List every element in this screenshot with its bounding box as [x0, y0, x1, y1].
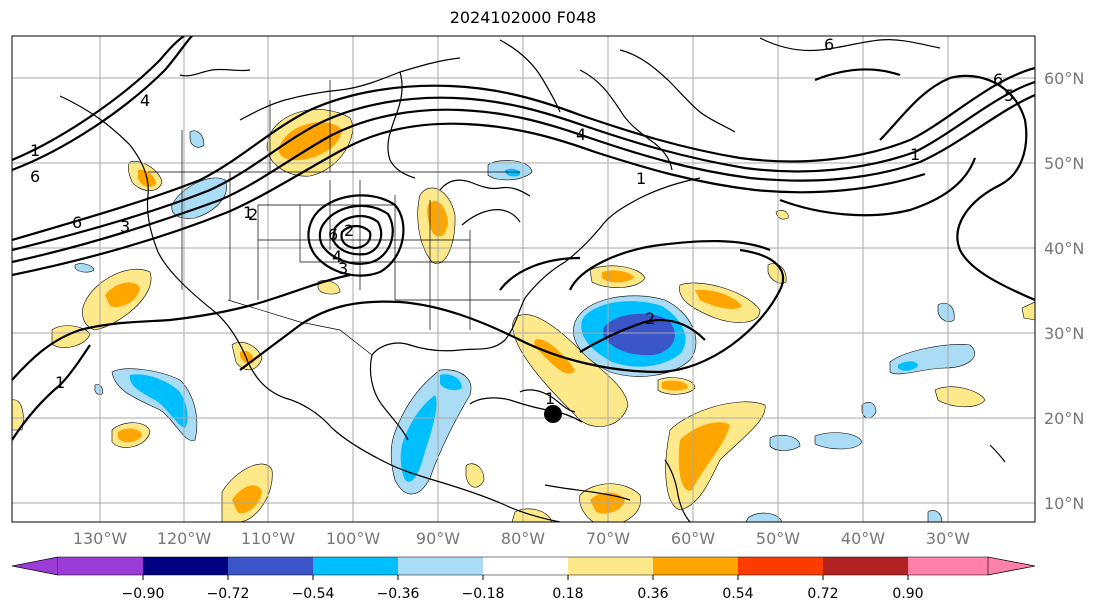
lon-label: 90°W [416, 529, 460, 548]
contour-label: 1 [30, 141, 40, 160]
latitude-labels: 60°N 50°N 40°N 30°N 20°N 10°N [1044, 69, 1084, 513]
lon-label: 60°W [671, 529, 715, 548]
colorbar-tick: 0.54 [722, 586, 753, 602]
contour-label: 1 [636, 169, 646, 188]
colorbar-tick-labels: −0.90 −0.72 −0.54 −0.36 −0.18 0.18 0.36 … [122, 586, 924, 602]
lat-label: 10°N [1044, 494, 1084, 513]
coastlines [59, 37, 1006, 522]
lat-label: 40°N [1044, 239, 1084, 258]
contour-label: 6 [328, 225, 338, 244]
storm-center-marker [544, 405, 562, 423]
colorbar-extend-high [987, 556, 1036, 576]
contour-label: 2 [645, 309, 655, 328]
contour-label: 3 [120, 217, 130, 236]
lon-label: 70°W [586, 529, 630, 548]
lon-label: 80°W [501, 529, 545, 548]
colorbar-tick: −0.18 [462, 586, 505, 602]
contour-label: 3 [338, 259, 348, 278]
negative-anomaly-shading [74, 130, 975, 522]
contour-labels: 1 6 4 3 2 6 1 6 4 1 6 5 1 6 4 3 2 1 2 1 [30, 35, 1014, 408]
lat-label: 20°N [1044, 409, 1084, 428]
lon-label: 130°W [73, 529, 128, 548]
contour-label: 4 [576, 125, 586, 144]
lat-label: 50°N [1044, 154, 1084, 173]
lon-label: 30°W [926, 529, 970, 548]
colorbar-tick: 0.72 [807, 586, 838, 602]
contour-label: 1 [910, 145, 920, 164]
contour-label: 1 [545, 389, 555, 408]
contour-label: 1 [55, 373, 65, 392]
colorbar-tick: 0.36 [637, 586, 668, 602]
contour-label: 4 [140, 91, 150, 110]
contour-label: 6 [824, 35, 834, 54]
lon-label: 40°W [841, 529, 885, 548]
map-title: 2024102000 F048 [449, 8, 597, 27]
lon-label: 120°W [157, 529, 212, 548]
colorbar-tick: 0.18 [552, 586, 583, 602]
contour-label: 4 [332, 247, 342, 266]
lat-label: 60°N [1044, 69, 1084, 88]
lon-label: 100°W [326, 529, 381, 548]
colorbar-tick: −0.36 [377, 586, 420, 602]
political-borders [148, 80, 520, 356]
colorbar-tick: −0.72 [207, 586, 250, 602]
colorbar-tick: −0.90 [122, 586, 165, 602]
lat-lon-grid [12, 36, 1035, 522]
lon-label: 50°W [756, 529, 800, 548]
longitude-labels: 130°W 120°W 110°W 100°W 90°W 80°W 70°W 6… [73, 529, 970, 548]
contour-lines [12, 36, 1035, 441]
colorbar-tick: −0.54 [292, 586, 335, 602]
contour-label: 6 [30, 167, 40, 186]
contour-label: 2 [248, 205, 258, 224]
contour-label: 6 [72, 213, 82, 232]
lon-label: 110°W [241, 529, 296, 548]
contour-label: 6 [993, 70, 1003, 89]
colorbar [11, 556, 1036, 580]
colorbar-extend-low [11, 556, 59, 576]
colorbar-tick: 0.90 [892, 586, 923, 602]
contour-label: 1 [243, 203, 253, 222]
contour-label: 2 [344, 221, 354, 240]
map-frame [11, 35, 1036, 523]
lat-label: 30°N [1044, 324, 1084, 343]
contour-label: 5 [1004, 86, 1014, 105]
